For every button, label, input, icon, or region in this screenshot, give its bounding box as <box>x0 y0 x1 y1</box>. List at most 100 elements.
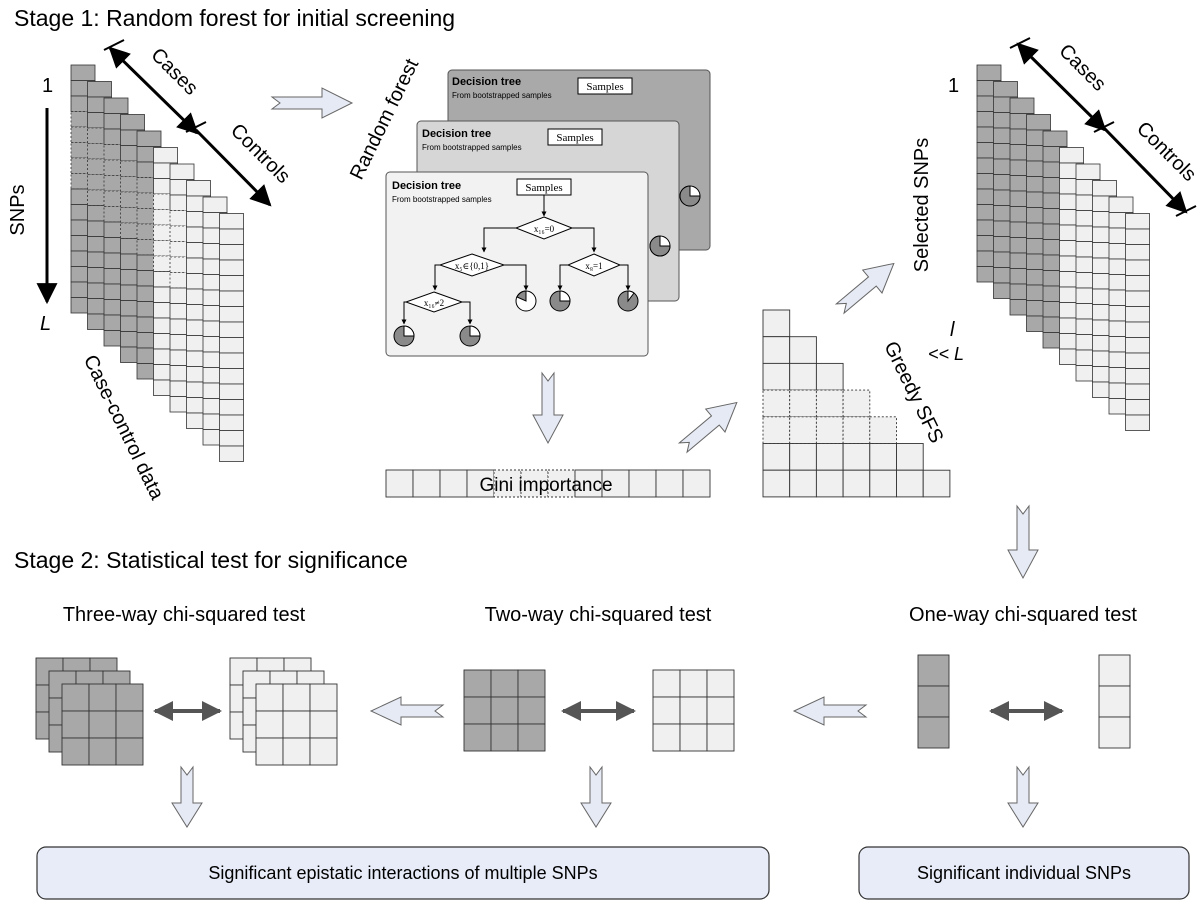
snp-cell <box>219 430 244 447</box>
table-cell <box>490 696 519 725</box>
multiple-snps-result: Significant epistatic interactions of mu… <box>208 863 597 883</box>
staircase-cell <box>789 362 817 391</box>
table-cell <box>490 723 519 752</box>
table-cell <box>115 683 144 712</box>
snp-cell <box>1125 337 1150 354</box>
table-cell <box>1098 654 1131 687</box>
controls-label: Controls <box>226 120 294 188</box>
staircase-cell <box>842 443 871 471</box>
snp-cell <box>1125 213 1150 230</box>
tree-subtitle: From bootstrapped samples <box>452 91 552 100</box>
hollow-arrow <box>792 696 868 726</box>
table-cell <box>917 716 950 749</box>
snp-cell <box>219 368 244 385</box>
table-cell <box>706 723 735 752</box>
samples-box <box>547 128 603 146</box>
cases-end-tick <box>185 121 207 133</box>
snp-cell <box>219 321 244 338</box>
one-way-test-label: One-way chi-squared test <box>909 604 1137 626</box>
cases-start-tick <box>103 39 125 51</box>
table-cell <box>706 669 735 698</box>
staircase-cell <box>896 443 924 471</box>
snp-start-label: 1 <box>42 75 53 97</box>
tree-subtitle: From bootstrapped samples <box>422 143 522 152</box>
individual-snps-result: Significant individual SNPs <box>917 863 1131 883</box>
staircase-cell <box>762 362 791 391</box>
snp-cell <box>87 81 112 98</box>
table-cell <box>309 710 338 739</box>
hollow-arrow <box>171 765 203 828</box>
staircase-cell <box>815 416 844 444</box>
table-cell <box>1098 685 1131 718</box>
table-cell <box>652 696 681 725</box>
table-cell <box>490 669 519 698</box>
table-cell <box>679 723 708 752</box>
snp-cell <box>219 228 244 245</box>
peeking-leaf-pies <box>649 185 701 257</box>
gini-cell <box>547 469 576 498</box>
snp-cell <box>186 180 211 197</box>
staircase-cell <box>815 443 844 471</box>
table-cell <box>115 710 144 739</box>
gini-cell <box>412 469 441 498</box>
hollow-arrow <box>270 87 354 119</box>
snp-cell <box>219 352 244 369</box>
snp-cell <box>1059 147 1084 164</box>
snp-cell <box>976 64 1002 81</box>
greedy-sfs-staircase <box>762 309 951 498</box>
snp-cell <box>153 147 178 164</box>
staircase-cell <box>815 362 844 391</box>
table-cell <box>652 669 681 698</box>
selected-end-label: l <box>950 319 955 341</box>
two-way-case-table <box>463 669 546 752</box>
three-way-case-layer <box>61 683 144 766</box>
staircase-cell <box>762 309 791 338</box>
split-label: x₁₆=0 <box>534 224 555 234</box>
table-cell <box>115 737 144 766</box>
selected-controls-label: Controls <box>1132 118 1200 186</box>
snp-cell <box>219 306 244 323</box>
gini-cell <box>655 469 684 498</box>
split-label: x₁₆≠2 <box>424 298 444 308</box>
snp-cell <box>219 414 244 431</box>
staircase-cell <box>842 416 871 444</box>
snp-cell <box>1009 97 1035 114</box>
snp-cell <box>103 97 129 114</box>
flow-arrows <box>171 87 1039 828</box>
tree-title: Decision tree <box>392 180 461 192</box>
gini-importance-bar <box>385 469 711 498</box>
staircase-cell <box>842 469 871 498</box>
snp-cell <box>1125 399 1150 416</box>
snp-cell <box>1125 352 1150 369</box>
table-cell <box>463 669 492 698</box>
three-way-control-layer <box>255 683 338 766</box>
table-cell <box>679 669 708 698</box>
snp-cell <box>169 163 195 180</box>
leaf-pie <box>617 290 639 312</box>
snp-cell <box>202 196 228 213</box>
hollow-arrow <box>1007 504 1039 580</box>
snp-cell <box>1042 130 1068 147</box>
hollow-arrow <box>1007 765 1039 828</box>
table-cell <box>309 737 338 766</box>
gini-cell <box>628 469 657 498</box>
two-way-test-label: Two-way chi-squared test <box>485 604 712 626</box>
staircase-cell <box>789 469 817 498</box>
staircase-cell <box>815 389 844 418</box>
snp-cell <box>120 114 145 131</box>
tree-title: Decision tree <box>422 128 491 140</box>
split-node-left <box>438 253 506 277</box>
split-node-root <box>514 216 574 240</box>
snp-cell <box>219 383 244 400</box>
stage1-title: Stage 1: Random forest for initial scree… <box>14 5 455 31</box>
staircase-cell <box>869 443 897 471</box>
gini-cell <box>385 469 414 498</box>
table-cell <box>517 669 546 698</box>
hollow-arrow <box>532 371 564 445</box>
table-cell <box>679 696 708 725</box>
snp-cell <box>219 290 244 307</box>
snp-cell <box>1125 244 1150 261</box>
staircase-cell <box>762 336 791 364</box>
snp-end-label: L <box>40 313 51 335</box>
hollow-arrow <box>580 765 612 828</box>
